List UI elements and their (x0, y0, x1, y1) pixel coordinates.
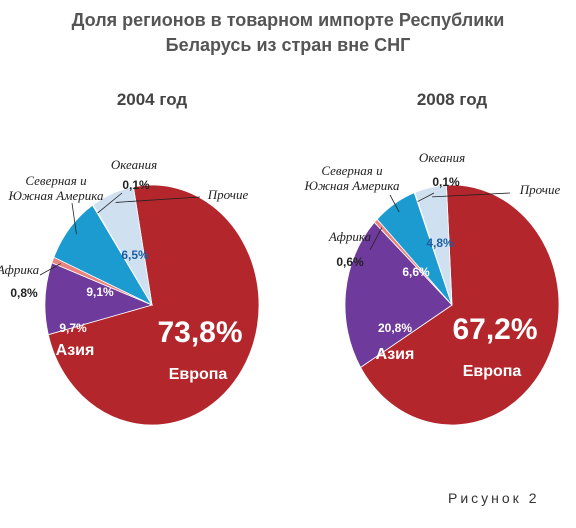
leader-line (71, 202, 77, 235)
leader-line (39, 263, 61, 276)
chart-title: 2004 год (116, 90, 188, 109)
category-label: Океания (418, 150, 466, 165)
leader-line (97, 192, 123, 214)
value-label: 4,8% (426, 236, 454, 250)
leader-line (115, 196, 201, 203)
value-label: 0,1% (122, 178, 150, 192)
pie-slice (360, 184, 560, 426)
category-label: Океания (110, 157, 158, 172)
pie-slice (92, 186, 153, 306)
category-label: Европа (168, 366, 228, 383)
value-label: 9,7% (59, 321, 87, 335)
category-label: Северная и Южная Америка (304, 163, 400, 193)
figure-label: Рисунок 2 (448, 490, 540, 506)
pie-slice (344, 221, 453, 368)
category-label: Азия (375, 346, 415, 363)
value-label: 0,1% (432, 175, 460, 189)
value-label: 67,2% (452, 313, 538, 346)
leader-line (389, 194, 400, 213)
value-label: 9,1% (86, 285, 114, 299)
category-label: Африка (328, 229, 372, 244)
leader-line (432, 192, 511, 198)
value-label: 0,8% (10, 286, 38, 300)
category-label: Азия (55, 342, 95, 359)
pie-slice (44, 262, 154, 336)
category-label: Северная и Южная Америка (8, 173, 104, 203)
chart-title: 2008 год (416, 90, 488, 109)
value-label: 6,5% (121, 248, 149, 262)
value-label: 6,6% (402, 265, 430, 279)
category-label: Прочие (519, 182, 561, 197)
leader-line (369, 227, 383, 251)
pie-slice (47, 184, 260, 426)
leader-line (417, 192, 435, 202)
category-label: Африка (0, 262, 40, 277)
value-label: 0,6% (336, 255, 364, 269)
category-label: Прочие (207, 187, 249, 202)
value-label: 73,8% (157, 316, 243, 349)
pie-slice (414, 184, 453, 306)
category-label: Европа (462, 363, 522, 380)
title: Доля регионов в товарном импорте Республ… (71, 10, 505, 55)
value-label: 20,8% (377, 321, 413, 335)
